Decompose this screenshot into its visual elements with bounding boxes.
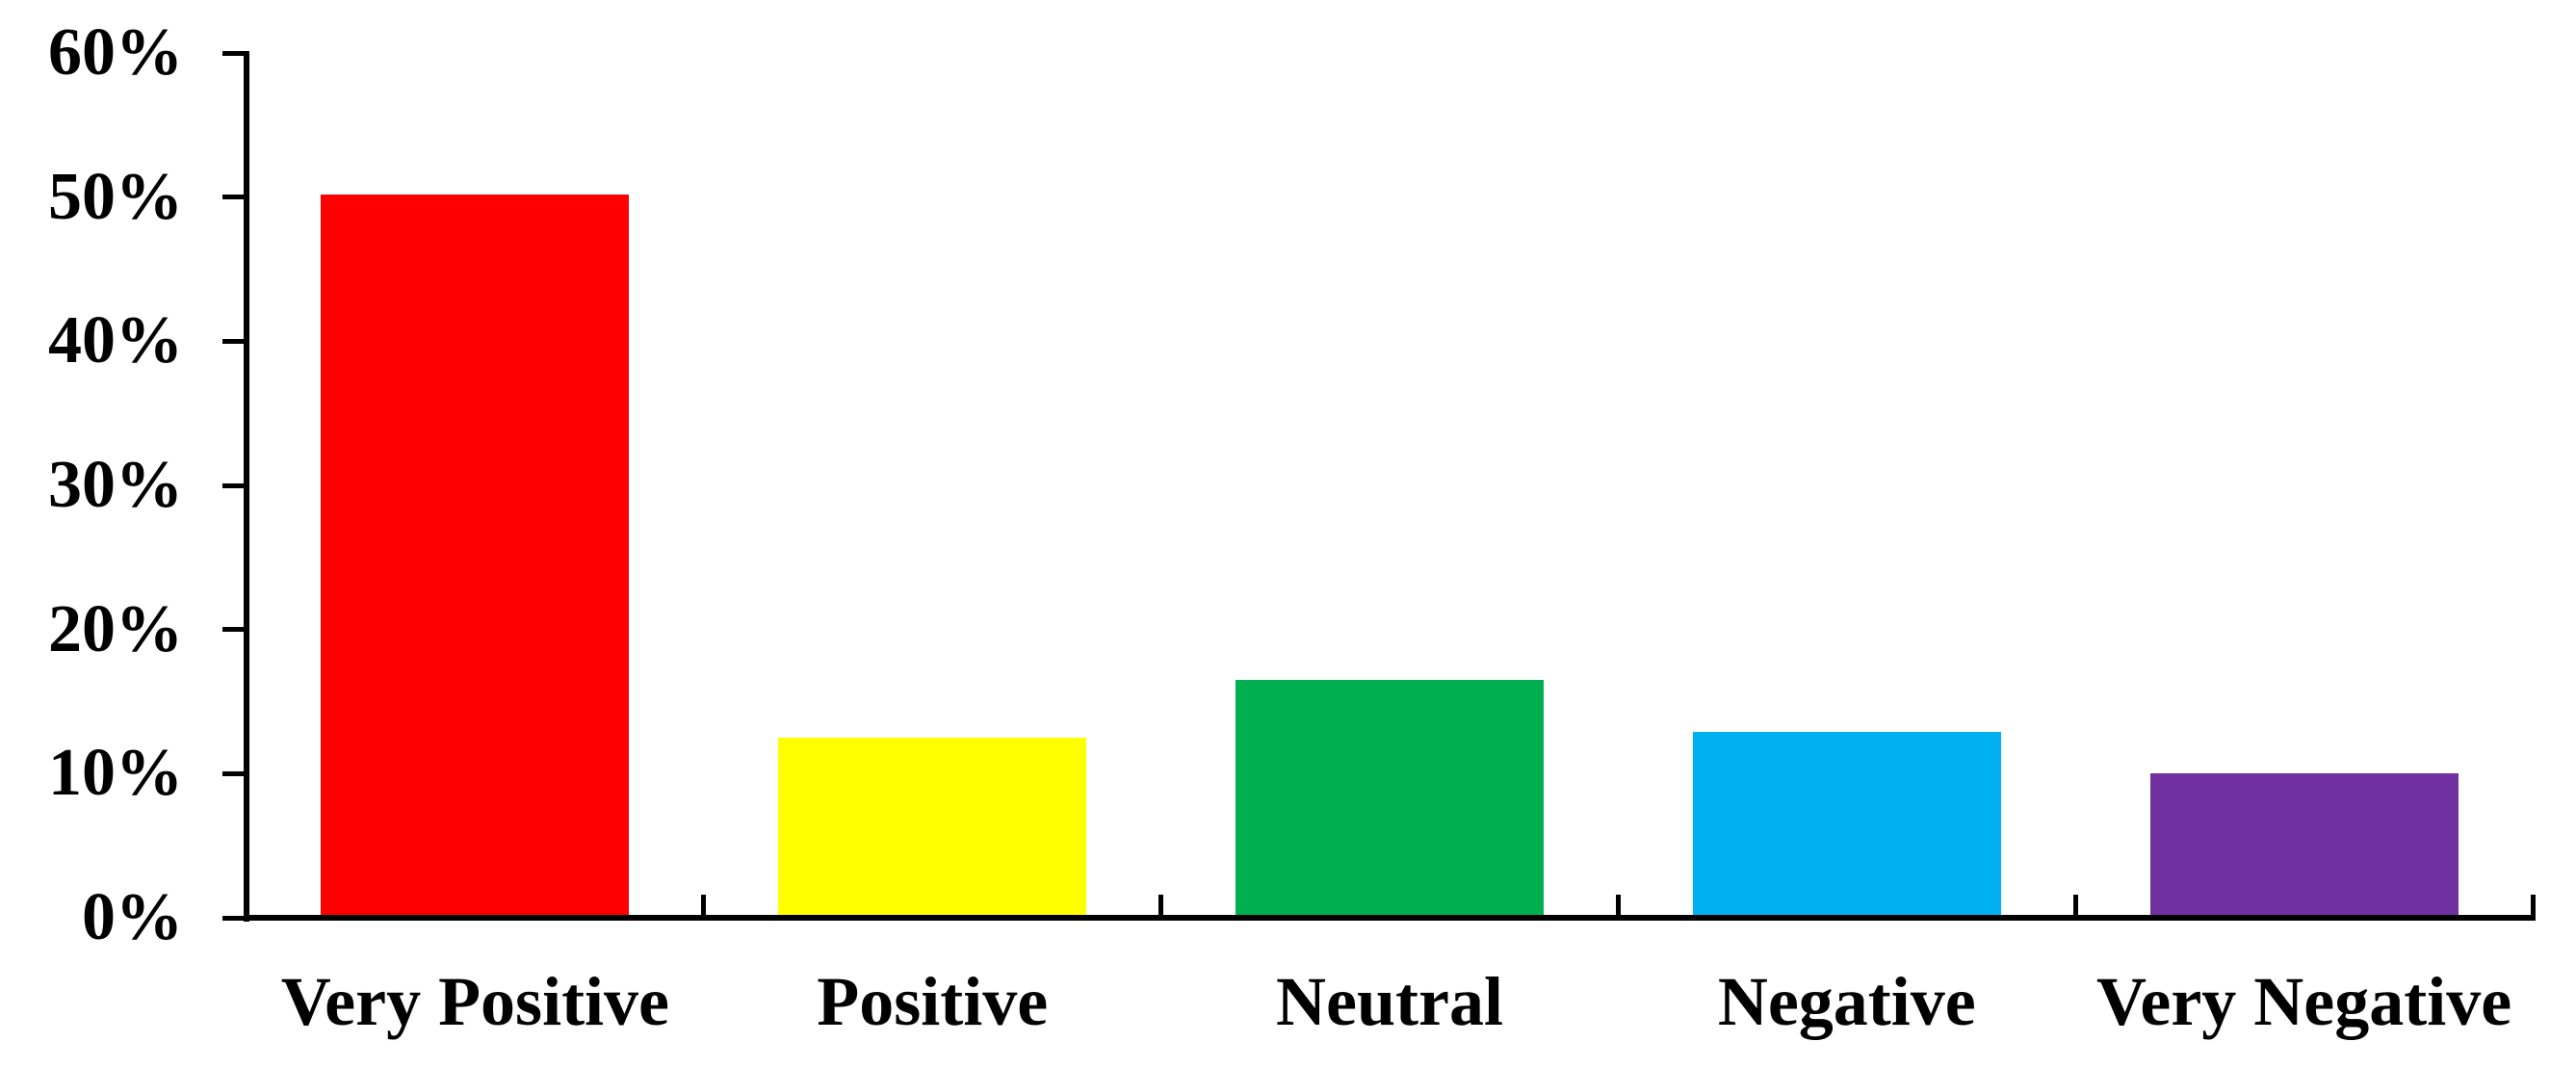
bar-very-positive	[321, 194, 630, 915]
y-tick-60	[222, 50, 244, 56]
y-tick-30	[222, 482, 244, 488]
bar-neutral	[1236, 680, 1544, 915]
y-axis-label-10: 10%	[48, 736, 183, 811]
bar-negative	[1692, 731, 2001, 915]
x-axis-tick-1	[701, 895, 707, 915]
x-axis-label-neutral: Neutral	[1276, 963, 1503, 1040]
y-axis-line	[244, 50, 249, 922]
y-tick-40	[222, 338, 244, 344]
y-axis-label-20: 20%	[48, 591, 183, 666]
y-axis-label-40: 40%	[48, 303, 183, 378]
x-axis-tick-3	[1615, 895, 1621, 915]
bar-very-negative	[2149, 773, 2459, 915]
y-tick-0	[222, 915, 244, 921]
y-tick-10	[222, 770, 244, 776]
x-axis-tick-2	[1158, 895, 1164, 915]
x-axis-label-negative: Negative	[1717, 963, 1976, 1040]
x-axis-label-positive: Positive	[817, 963, 1049, 1040]
y-axis-label-50: 50%	[48, 159, 183, 234]
bar-positive	[778, 737, 1087, 915]
x-axis-label-very-positive: Very Positive	[280, 963, 670, 1040]
x-axis-tick-4	[2072, 895, 2078, 915]
y-tick-50	[222, 195, 244, 200]
y-tick-20	[222, 627, 244, 633]
y-axis-label-0: 0%	[82, 880, 183, 954]
y-axis-label-60: 60%	[48, 15, 183, 90]
y-axis-label-30: 30%	[48, 448, 183, 522]
x-axis-tick-5	[2530, 895, 2536, 915]
x-axis-line	[244, 915, 2536, 921]
x-axis-label-very-negative: Very Negative	[2095, 963, 2512, 1040]
